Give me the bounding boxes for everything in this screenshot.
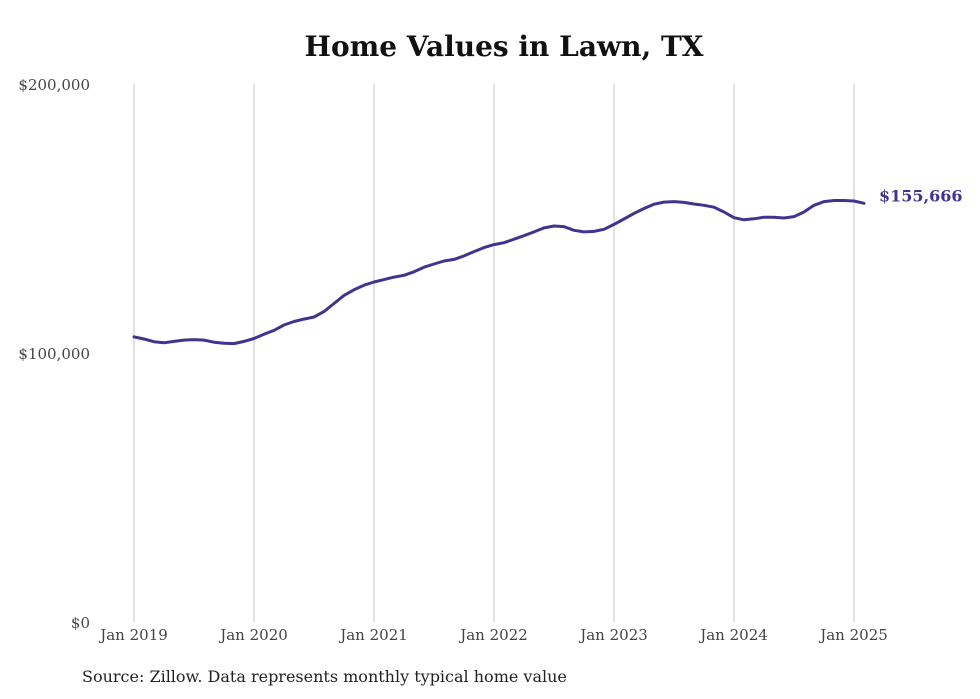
end-value-label: $155,666 [879,186,963,205]
x-tick-label: Jan 2021 [338,626,408,644]
x-tick-label: Jan 2022 [458,626,528,644]
y-tick-label: $200,000 [18,76,90,94]
series-layer: $155,666 [132,186,963,346]
x-tick-label: Jan 2020 [218,626,288,644]
x-tick-label: Jan 2019 [98,626,168,644]
y-axis-ticks: $0 $100,000 $200,000 [18,76,90,632]
x-axis-ticks: Jan 2019 Jan 2020 Jan 2021 Jan 2022 Jan 2023… [98,626,888,644]
source-note: Source: Zillow. Data represents monthly … [82,667,567,686]
x-tick-label: Jan 2025 [818,626,888,644]
x-tick-label: Jan 2024 [698,626,768,644]
y-tick-label: $100,000 [18,345,90,363]
line-chart: $0$100,000$200,000 Jan 2019 Jan 2020 Jan 2… [18,76,963,644]
series-line [132,199,866,346]
chart-title: Home Values in Lawn, TX [304,30,704,63]
y-tick-label: $0 [71,614,90,632]
x-tick-label: Jan 2023 [578,626,648,644]
gridlines [133,84,855,622]
